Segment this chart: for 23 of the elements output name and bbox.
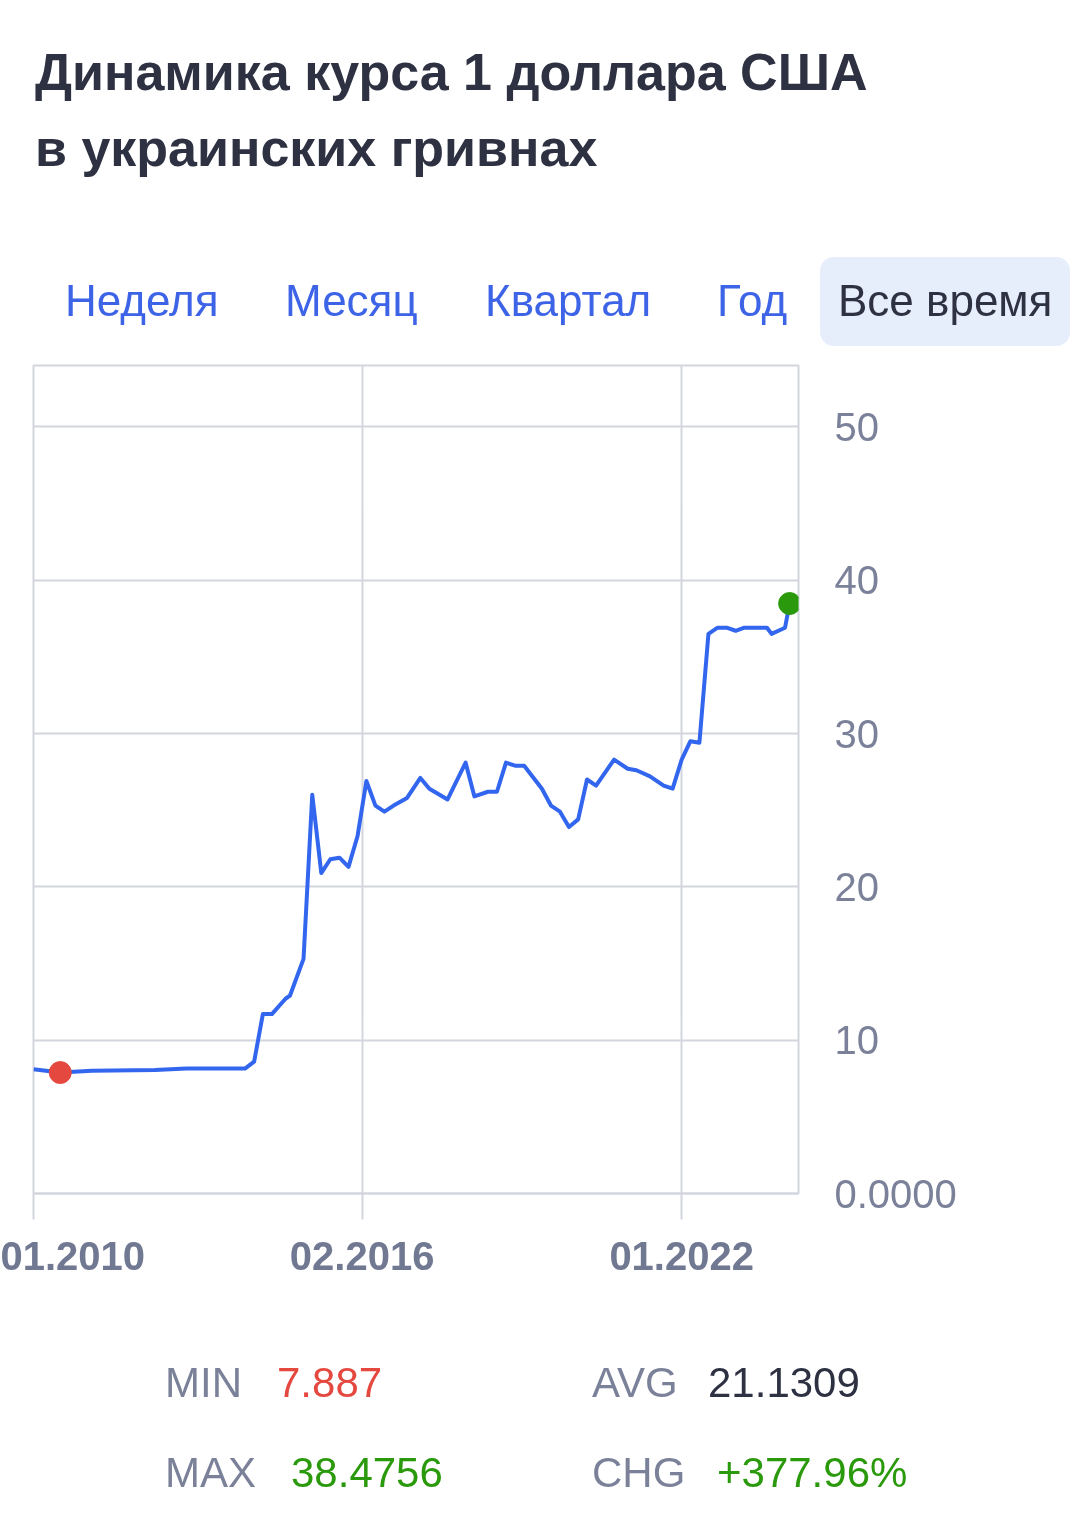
y-tick-label: 40 — [834, 558, 879, 603]
y-tick-label: 20 — [834, 864, 879, 909]
text: AVG — [592, 1358, 678, 1408]
y-tick-label: 0.0000 — [834, 1171, 957, 1216]
x-tick-label: 01.2010 — [0, 1233, 146, 1278]
y-tick-label: 10 — [834, 1018, 879, 1063]
text: Все время — [820, 257, 1071, 346]
text: 7.887 — [277, 1358, 383, 1408]
text: Неделя — [65, 275, 219, 327]
text: Квартал — [485, 275, 652, 327]
x-tick-label: 02.2016 — [289, 1233, 435, 1278]
text: MAX — [165, 1448, 257, 1498]
y-tick-label: 30 — [834, 711, 879, 756]
text: CHG — [592, 1448, 686, 1498]
text: 21.1309 — [708, 1358, 860, 1408]
y-tick-label: 50 — [834, 404, 879, 449]
chart-title: Динамика курса 1 доллара США в украинских гривнах — [35, 42, 868, 179]
text: MIN — [165, 1358, 242, 1408]
text: +377.96% — [717, 1448, 908, 1498]
text: Год — [717, 275, 788, 327]
x-tick-label: 01.2022 — [609, 1233, 754, 1278]
text: Месяц — [285, 275, 418, 327]
text: 38.4756 — [291, 1448, 443, 1498]
